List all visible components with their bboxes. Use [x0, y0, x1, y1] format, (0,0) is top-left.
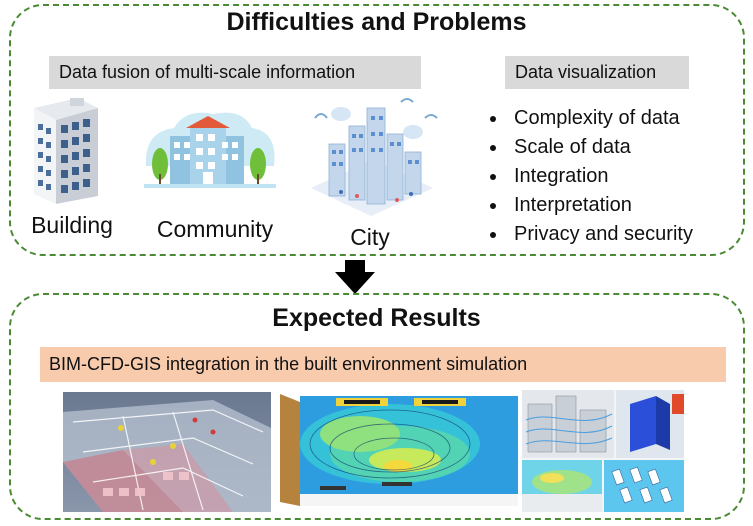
bullet-text: Scale of data — [514, 136, 631, 158]
bullet-dot — [490, 115, 496, 122]
down-arrow-icon — [335, 260, 375, 294]
community-label: Community — [156, 216, 274, 242]
data-visualization-label: Data visualization — [505, 56, 689, 89]
bullet-dot — [490, 202, 496, 209]
urban-cfd-collage-image — [522, 390, 684, 512]
bullet-text: Integration — [514, 165, 609, 187]
bim-model-image — [63, 392, 271, 512]
integration-band: BIM-CFD-GIS integration in the built env… — [40, 347, 726, 382]
bullet-text: Privacy and security — [514, 223, 693, 245]
difficulties-title: Difficulties and Problems — [226, 8, 527, 36]
bullet-dot — [490, 144, 496, 151]
expected-results-panel — [9, 293, 745, 520]
community-icon — [144, 112, 276, 188]
city-label: City — [350, 224, 390, 250]
visualization-bullet-list: Complexity of data Scale of data Integra… — [490, 104, 693, 249]
bullet-text: Interpretation — [514, 194, 632, 216]
list-item: Complexity of data — [490, 104, 693, 133]
city-icon — [311, 98, 438, 216]
difficulties-panel — [9, 4, 745, 256]
list-item: Privacy and security — [490, 220, 693, 249]
list-item: Scale of data — [490, 133, 693, 162]
expected-results-title: Expected Results — [272, 304, 481, 332]
list-item: Integration — [490, 162, 693, 191]
building-icon — [34, 98, 98, 204]
bullet-dot — [490, 173, 496, 180]
data-fusion-label: Data fusion of multi-scale information — [49, 56, 421, 89]
bullet-text: Complexity of data — [514, 107, 680, 129]
list-item: Interpretation — [490, 191, 693, 220]
cfd-room-contour-image — [280, 390, 518, 512]
building-label: Building — [31, 212, 113, 238]
bullet-dot — [490, 231, 496, 238]
